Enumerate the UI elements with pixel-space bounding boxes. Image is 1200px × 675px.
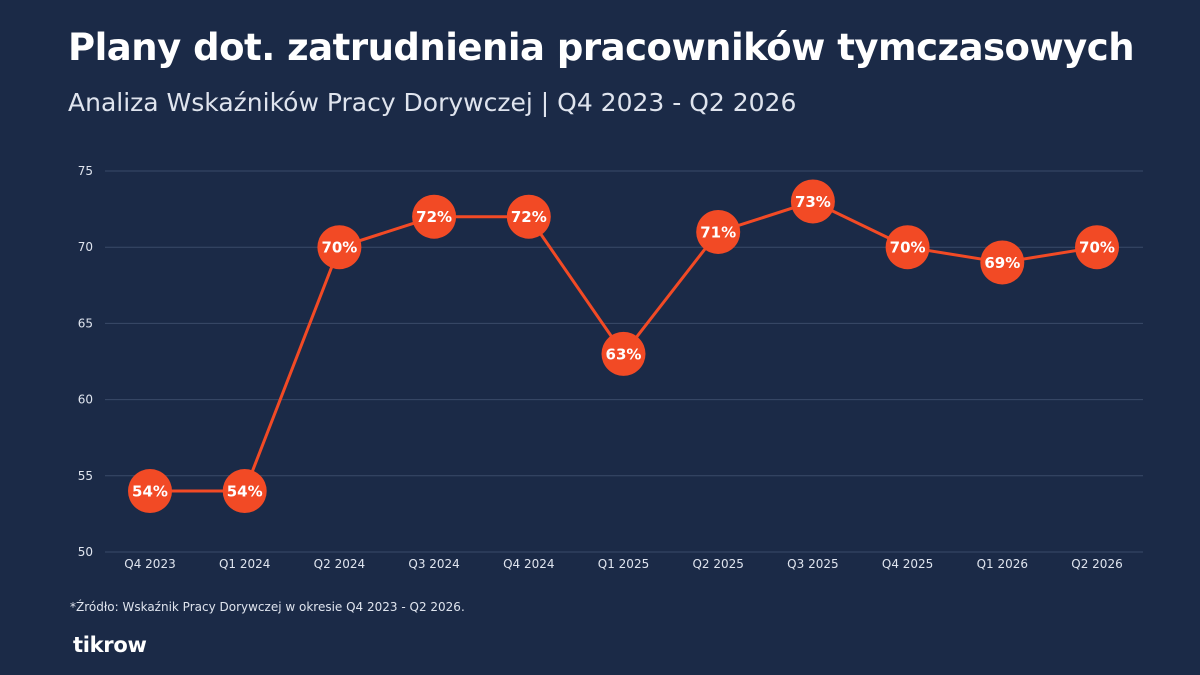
x-tick-label: Q2 2024	[314, 557, 365, 571]
data-label: 72%	[511, 208, 547, 226]
source-footnote: *Źródło: Wskaźnik Pracy Dorywczej w okre…	[70, 600, 465, 614]
data-point	[790, 179, 835, 224]
x-tick-label: Q1 2024	[219, 557, 270, 571]
y-tick-label: 60	[78, 393, 93, 407]
x-tick-label: Q2 2025	[692, 557, 743, 571]
data-label: 70%	[321, 239, 357, 257]
data-point	[317, 225, 362, 270]
data-label: 69%	[984, 254, 1020, 272]
data-point	[412, 194, 457, 239]
data-point	[506, 194, 551, 239]
data-point	[980, 240, 1025, 285]
data-label: 54%	[227, 483, 263, 501]
data-label: 63%	[606, 345, 642, 363]
y-tick-label: 75	[78, 164, 93, 178]
x-tick-label: Q3 2024	[408, 557, 459, 571]
data-label: 73%	[795, 193, 831, 211]
y-tick-label: 70	[78, 240, 93, 254]
y-tick-label: 65	[78, 316, 93, 330]
data-point	[222, 469, 267, 514]
x-tick-label: Q1 2026	[977, 557, 1028, 571]
data-point	[885, 225, 930, 270]
x-tick-label: Q1 2025	[598, 557, 649, 571]
chart-title: Plany dot. zatrudnienia pracowników tymc…	[68, 26, 1135, 69]
y-tick-label: 55	[78, 469, 93, 483]
x-tick-label: Q4 2024	[503, 557, 554, 571]
data-point	[128, 469, 172, 514]
x-tick-label: Q4 2025	[882, 557, 933, 571]
chart-subtitle: Analiza Wskaźników Pracy Dorywczej | Q4 …	[68, 88, 797, 117]
data-point	[696, 209, 741, 254]
x-tick-label: Q4 2023	[124, 557, 175, 571]
data-label: 54%	[132, 483, 168, 501]
data-label: 72%	[416, 208, 452, 226]
y-tick-label: 50	[78, 545, 93, 559]
data-point	[1075, 225, 1119, 270]
x-tick-label: Q3 2025	[787, 557, 838, 571]
data-point	[601, 331, 646, 376]
data-label: 70%	[1079, 239, 1115, 257]
brand-logo: tikrow	[73, 633, 147, 657]
data-label: 71%	[700, 223, 736, 241]
data-label: 70%	[890, 239, 926, 257]
x-tick-label: Q2 2026	[1071, 557, 1122, 571]
